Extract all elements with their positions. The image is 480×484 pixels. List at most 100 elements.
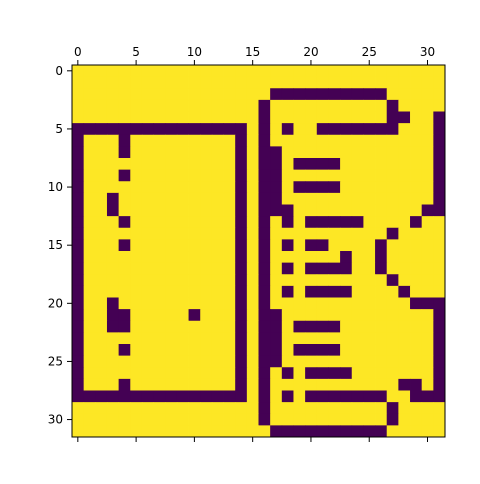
- heatmap-cell: [223, 239, 236, 252]
- heatmap-cell: [421, 181, 434, 194]
- heatmap-cell: [293, 390, 306, 403]
- heatmap-cell: [386, 181, 399, 194]
- heatmap-cell: [211, 413, 224, 426]
- heatmap-cell: [188, 378, 201, 391]
- heatmap-cell: [211, 192, 224, 205]
- heatmap-cell: [258, 123, 271, 136]
- heatmap-cell: [223, 274, 236, 287]
- heatmap-cell: [106, 146, 120, 159]
- heatmap-cell: [118, 158, 131, 171]
- heatmap-cell: [375, 227, 388, 240]
- heatmap-cell: [398, 332, 411, 345]
- heatmap-cell: [258, 88, 271, 101]
- heatmap-cell: [293, 367, 306, 380]
- heatmap-cell: [165, 134, 178, 147]
- heatmap-cell: [106, 204, 120, 217]
- heatmap-cell: [165, 169, 178, 182]
- heatmap-cell: [433, 390, 446, 403]
- heatmap-cell: [118, 204, 131, 217]
- heatmap-cell: [305, 192, 318, 205]
- heatmap-cell: [95, 309, 108, 322]
- heatmap-cell: [340, 413, 353, 426]
- heatmap-cell: [106, 402, 120, 415]
- heatmap-cell: [293, 332, 306, 345]
- heatmap-cell: [363, 367, 376, 380]
- heatmap-cell: [176, 425, 189, 438]
- heatmap-cell: [246, 146, 259, 159]
- heatmap-cell: [305, 402, 318, 415]
- heatmap-cell: [106, 111, 120, 124]
- heatmap-cell: [188, 413, 201, 426]
- heatmap-cell: [83, 309, 96, 322]
- heatmap-cell: [316, 227, 329, 240]
- heatmap-cell: [421, 344, 434, 357]
- heatmap-cell: [316, 134, 329, 147]
- heatmap-cell: [211, 204, 224, 217]
- heatmap-cell: [305, 239, 318, 252]
- heatmap-cell: [270, 367, 283, 380]
- heatmap-cell: [141, 88, 154, 101]
- heatmap-cell: [200, 309, 213, 322]
- heatmap-cell: [95, 134, 108, 147]
- heatmap-cell: [200, 320, 213, 333]
- heatmap-cell: [305, 146, 318, 159]
- heatmap-cell: [165, 378, 178, 391]
- heatmap-cell: [200, 425, 213, 438]
- heatmap-cell: [410, 367, 423, 380]
- heatmap-cell: [375, 204, 388, 217]
- heatmap-cell: [72, 216, 85, 229]
- heatmap-cell: [421, 297, 434, 310]
- heatmap-cell: [223, 344, 236, 357]
- heatmap-cell: [72, 378, 85, 391]
- heatmap-cell: [72, 204, 85, 217]
- heatmap-cell: [410, 355, 423, 368]
- heatmap-cell: [398, 402, 411, 415]
- heatmap-cell: [293, 274, 306, 287]
- heatmap-cell: [398, 134, 411, 147]
- heatmap-cell: [375, 239, 388, 252]
- heatmap-cell: [398, 204, 411, 217]
- heatmap-cell: [340, 320, 353, 333]
- heatmap-cell: [153, 192, 166, 205]
- heatmap-cell: [316, 297, 329, 310]
- heatmap-cell: [258, 425, 271, 438]
- heatmap-cell: [433, 309, 446, 322]
- heatmap-cell: [130, 146, 143, 159]
- heatmap-cell: [281, 320, 294, 333]
- heatmap-cell: [176, 123, 189, 136]
- heatmap-cell: [200, 204, 213, 217]
- heatmap-cell: [258, 204, 271, 217]
- heatmap-cell: [153, 274, 166, 287]
- heatmap-cell: [421, 425, 434, 438]
- heatmap-cell: [281, 413, 294, 426]
- plot-frame: [71, 64, 446, 438]
- heatmap-cell: [153, 344, 166, 357]
- heatmap-cell: [83, 146, 96, 159]
- heatmap-cell: [293, 402, 306, 415]
- heatmap-cell: [375, 192, 388, 205]
- heatmap-cell: [328, 355, 341, 368]
- heatmap-cell: [83, 355, 96, 368]
- heatmap-cell: [410, 378, 423, 391]
- heatmap-cell: [246, 367, 259, 380]
- heatmap-cell: [176, 262, 189, 275]
- heatmap-cell: [363, 204, 376, 217]
- heatmap-cell: [270, 332, 283, 345]
- heatmap-cell: [176, 146, 189, 159]
- heatmap-cell: [363, 123, 376, 136]
- heatmap-cell: [106, 355, 120, 368]
- heatmap-cell: [328, 227, 341, 240]
- heatmap-cell: [211, 262, 224, 275]
- heatmap-cell: [235, 285, 248, 298]
- heatmap-cell: [188, 390, 201, 403]
- heatmap-cell: [340, 425, 353, 438]
- heatmap-cell: [83, 332, 96, 345]
- heatmap-cell: [106, 88, 120, 101]
- heatmap-cell: [223, 134, 236, 147]
- heatmap-cell: [211, 181, 224, 194]
- heatmap-cell: [270, 181, 283, 194]
- heatmap-cell: [72, 181, 85, 194]
- heatmap-cell: [398, 181, 411, 194]
- heatmap-cell: [246, 204, 259, 217]
- heatmap-cell: [410, 134, 423, 147]
